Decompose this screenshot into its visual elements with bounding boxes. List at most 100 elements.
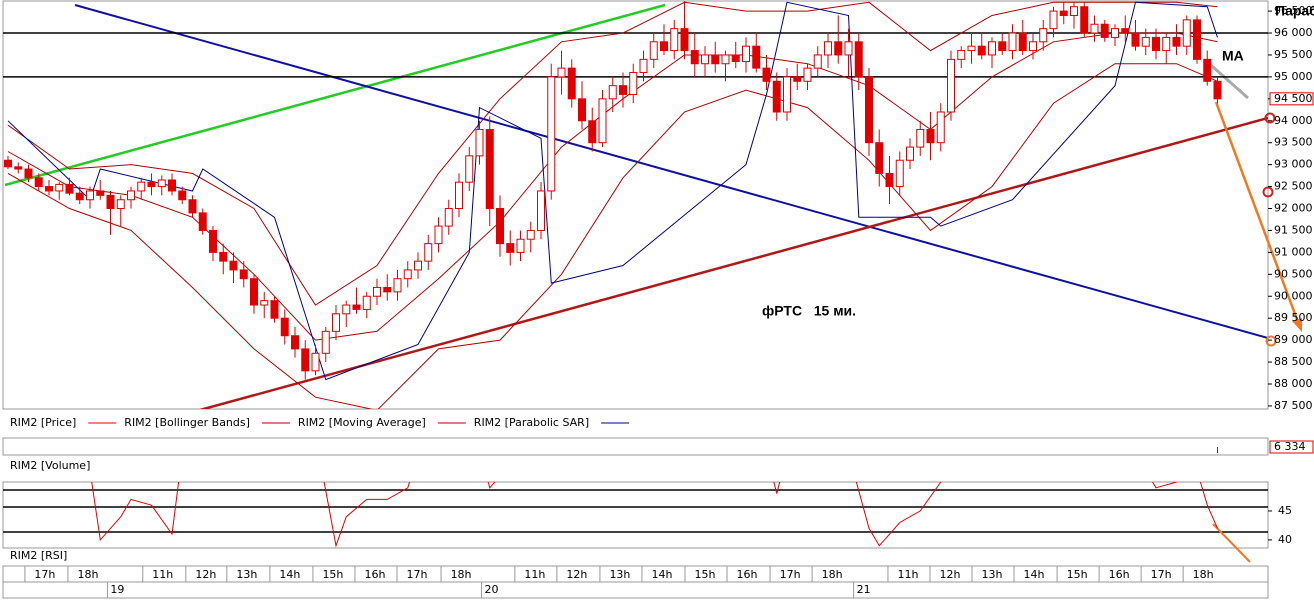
marker [1262,186,1274,198]
x-tick-label: 17h [34,568,55,581]
candle-body [772,80,781,113]
volume-panel [2,437,1269,456]
candle-body [1162,36,1171,52]
candle-body [362,295,371,310]
candle-body [875,142,884,174]
y-tick-label: 88 500 [1274,355,1313,368]
trend-line [74,4,1268,339]
candle-body [670,28,679,52]
y-tick-label: 89 000 [1274,333,1313,346]
candle-body [65,183,74,194]
rsi-plot [91,482,1218,548]
candle-body [854,41,863,78]
arrow-head [1292,318,1302,332]
candle-body [188,199,197,214]
candle-body [844,41,853,56]
x-tick-label: 13h [236,568,257,581]
candle-body [96,190,105,196]
candle-body [834,41,843,56]
candle-body [291,335,299,350]
ma-line [1204,58,1249,100]
candle-body [465,155,474,183]
candle-body [926,129,935,144]
candle-body [680,28,689,52]
candle-body [1193,19,1201,60]
candle-body [1141,36,1150,47]
y-tick-label: 92 500 [1274,180,1313,193]
candle-body [55,183,64,192]
y-tick-label: 90 500 [1274,267,1313,280]
candle-body [383,286,392,293]
candle-body [588,120,597,144]
candle-body [34,177,43,188]
candle-body [157,179,166,188]
candle-body [1080,6,1089,34]
candle-body [332,313,340,332]
candle-body [260,300,269,306]
candle-body [742,45,750,63]
arrow [1214,101,1300,323]
candle-body [1111,28,1119,38]
x-tick-label: 12h [195,568,216,581]
candle-body [916,129,925,148]
candle-body [485,129,494,210]
candle-body [496,208,504,245]
x-tick-label: 16h [364,568,385,581]
x-tick-label: 11h [152,568,173,581]
candle-body [752,45,761,69]
candle-body [1018,32,1027,52]
candle-body [793,76,802,82]
candle-body [250,278,258,306]
rsi-panel [2,481,1269,549]
candle-body [403,269,412,280]
y-tick-label: 91 000 [1274,245,1313,258]
candle-body [1029,41,1037,52]
x-tick-label: 14h [279,568,300,581]
y-tick-label: 96 500 [1274,4,1313,17]
candle-body [526,229,535,240]
x-tick-label: 17h [1151,568,1172,581]
candle-body [619,85,627,95]
candle-body [895,159,904,188]
legend-entry: RIM2 [Moving Average] [298,416,426,429]
candle-body [957,50,966,60]
x-tick-label: 14h [1024,568,1045,581]
x-tick-label: 12h [939,568,960,581]
candle-body [301,348,310,372]
candle-body [608,85,617,100]
candle-body [239,269,248,280]
candle-body [1131,32,1140,47]
candle-body [547,76,556,192]
candle-body [649,41,658,60]
candle-body [1070,6,1078,16]
candle-body [127,190,135,201]
candle-body [516,238,525,253]
candle-body [537,190,545,231]
x-tick-label: 15h [1067,568,1088,581]
candle-body [783,76,791,113]
candle-body [14,166,23,170]
candle-body [280,317,289,337]
y-tick-label: 87 500 [1274,399,1313,412]
candle-body [321,330,330,354]
x-tick-label: 16h [737,568,758,581]
candle-body [998,41,1007,52]
candle-body [270,300,279,319]
candle-body [198,212,207,231]
candle-body [762,67,771,82]
candle-body [147,181,156,188]
y-tick-label: 95 000 [1274,70,1313,83]
candle-body [824,41,832,56]
x-tick-label: 18h [77,568,98,581]
marker [1264,112,1276,124]
annotation: Параболик [1275,3,1314,19]
arrow [1212,523,1251,563]
candle-body [1100,23,1109,38]
legend-entry: RIM2 [Price] [10,416,76,429]
candle-body [1039,28,1048,43]
trend-line [4,3,666,187]
candle-body [578,98,586,122]
candle-body [414,260,422,271]
x-tick-label: 15h [695,568,716,581]
candle-body [424,243,433,262]
